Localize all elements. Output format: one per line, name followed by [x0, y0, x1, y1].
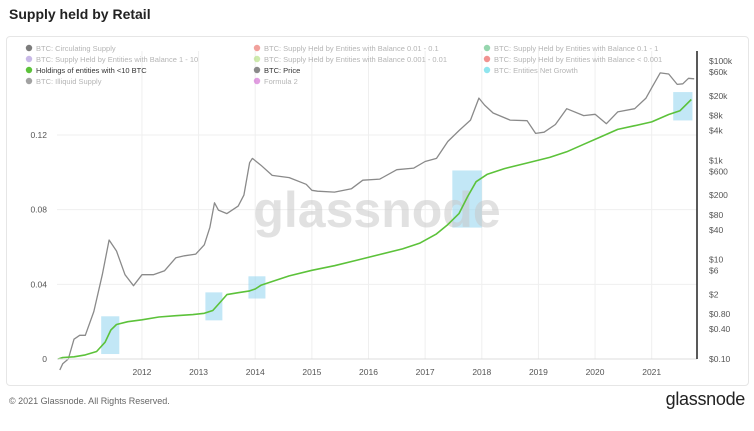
y2-tick-label: $0.10 [709, 354, 731, 364]
btc-price-line [59, 72, 695, 371]
x-tick-label: 2021 [642, 367, 661, 377]
highlight-box [205, 292, 223, 321]
watermark-text: glassnode [253, 182, 500, 238]
legend-item[interactable]: BTC: Supply Held by Entities with Balanc… [494, 55, 662, 64]
x-tick-label: 2020 [586, 367, 605, 377]
legend-item[interactable]: BTC: Price [264, 66, 300, 75]
legend-dot [253, 66, 261, 74]
x-tick-label: 2014 [246, 367, 265, 377]
legend-dot [483, 44, 491, 52]
y-tick-label: 0 [42, 354, 47, 364]
y-tick-label: 0.04 [30, 279, 47, 289]
legend-item[interactable]: BTC: Circulating Supply [36, 44, 116, 53]
y-tick-label: 0.12 [30, 130, 47, 140]
y2-tick-label: $0.80 [709, 309, 731, 319]
legend-item[interactable]: BTC: Supply Held by Entities with Balanc… [36, 55, 198, 64]
y2-tick-label: $20k [709, 91, 728, 101]
y2-tick-label: $40 [709, 225, 723, 235]
legend-item[interactable]: BTC: Illiquid Supply [36, 77, 102, 86]
y2-tick-label: $2 [709, 289, 719, 299]
y2-tick-label: $0.40 [709, 324, 731, 334]
y2-tick-label: $200 [709, 190, 728, 200]
glassnode-logo: glassnode [665, 389, 746, 409]
x-tick-label: 2017 [416, 367, 435, 377]
y2-tick-label: $6 [709, 266, 719, 276]
legend-item[interactable]: Holdings of entities with <10 BTC [36, 66, 147, 75]
y2-tick-label: $10 [709, 255, 723, 265]
legend-item[interactable]: BTC: Entities Net Growth [494, 66, 578, 75]
legend-dot [253, 77, 261, 85]
legend-item[interactable]: BTC: Supply Held by Entities with Balanc… [264, 44, 439, 53]
y2-tick-label: $4k [709, 126, 723, 136]
y2-tick-label: $60k [709, 67, 728, 77]
y2-tick-label: $8k [709, 111, 723, 121]
copyright-text: © 2021 Glassnode. All Rights Reserved. [9, 396, 170, 406]
x-tick-label: 2013 [189, 367, 208, 377]
legend-dot [253, 55, 261, 63]
x-tick-label: 2018 [472, 367, 491, 377]
axis-layer: 2012 2013 2014 2015 2016 2017 2018 2019 2020 2021… [30, 51, 733, 377]
y2-tick-label: $80 [709, 210, 723, 220]
y-tick-label: 0.08 [30, 205, 47, 215]
highlight-box [101, 316, 120, 355]
y2-tick-label: $1k [709, 155, 723, 165]
series-layer [57, 72, 695, 371]
y2-tick-label: $100k [709, 56, 733, 66]
chart-panel: glassnode 2012 2013 2014 2015 2016 2017 2018 20… [6, 36, 749, 386]
legend-dot [253, 44, 261, 52]
y2-tick-label: $600 [709, 166, 728, 176]
legend-dot [483, 66, 491, 74]
x-tick-label: 2016 [359, 367, 378, 377]
legend-item[interactable]: BTC: Supply Held by Entities with Balanc… [264, 55, 447, 64]
legend-item[interactable]: Formula 2 [264, 77, 298, 86]
legend-dot [25, 66, 33, 74]
legend-item[interactable]: BTC: Supply Held by Entities with Balanc… [494, 44, 658, 53]
x-tick-label: 2012 [132, 367, 151, 377]
highlight-box [673, 92, 693, 121]
legend-dot [25, 55, 33, 63]
legend-dot [25, 44, 33, 52]
retail-holdings-line [57, 98, 692, 360]
legend-dot [483, 55, 491, 63]
chart-svg: glassnode 2012 2013 2014 2015 2016 2017 2018 20… [25, 44, 733, 377]
x-tick-label: 2015 [302, 367, 321, 377]
x-tick-label: 2019 [529, 367, 548, 377]
chart-title: Supply held by Retail [9, 6, 151, 22]
legend[interactable]: BTC: Circulating Supply BTC: Supply Held … [25, 44, 662, 86]
legend-dot [25, 77, 33, 85]
